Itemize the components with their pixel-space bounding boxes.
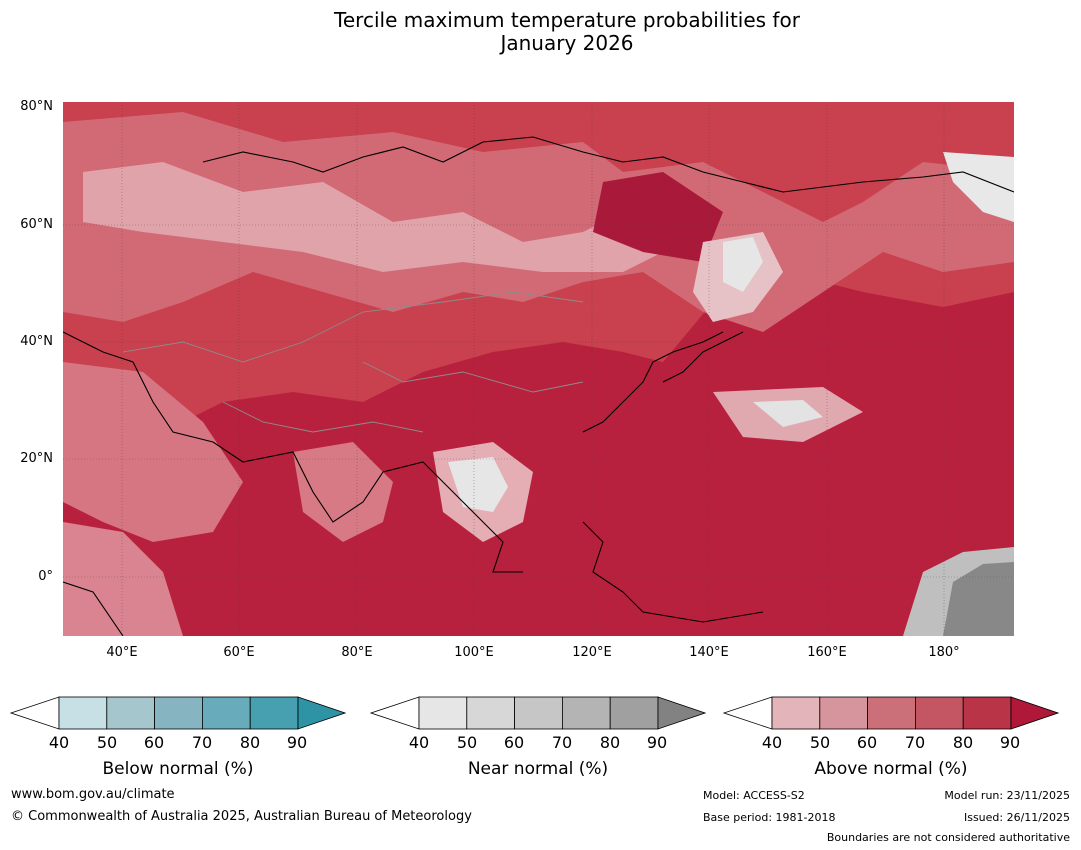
- colorbar-near: [370, 696, 706, 734]
- disclaimer-text: Boundaries are not considered authoritat…: [826, 831, 1070, 844]
- colorbar-above-title: Above normal (%): [814, 759, 968, 779]
- below-colorbar-min-triangle: [10, 696, 60, 730]
- lon-label-160e: 160°E: [807, 645, 847, 660]
- near-tick-40: 40: [408, 733, 430, 752]
- map-title: Tercile maximum temperature probabilitie…: [0, 9, 1081, 55]
- below-colorbar-max-triangle: [297, 696, 346, 730]
- title-line-1: Tercile maximum temperature probabilitie…: [334, 8, 800, 32]
- above-tick-70: 70: [904, 733, 926, 752]
- below-tick-70: 70: [191, 733, 213, 752]
- map-region-south-pacific-dark: [943, 562, 1014, 636]
- below-colorbar-segment: [154, 696, 203, 730]
- below-tick-90: 90: [286, 733, 308, 752]
- lat-label-40n: 40°N: [20, 334, 53, 349]
- below-tick-40: 40: [48, 733, 70, 752]
- colorbar-below-graphic: [10, 696, 346, 730]
- near-tick-80: 80: [599, 733, 621, 752]
- lat-label-equator: 0°: [38, 569, 53, 584]
- lat-label-60n: 60°N: [20, 217, 53, 232]
- above-tick-40: 40: [761, 733, 783, 752]
- below-colorbar-segment: [58, 696, 108, 730]
- title-line-2: January 2026: [500, 31, 634, 55]
- lon-label-40e: 40°E: [106, 645, 138, 660]
- copyright-text: © Commonwealth of Australia 2025, Austra…: [11, 809, 472, 824]
- above-colorbar-min-triangle: [723, 696, 773, 730]
- probability-map: [63, 102, 1014, 636]
- colorbar-near-title: Near normal (%): [467, 759, 609, 779]
- map-region-indochina-near: [448, 457, 508, 512]
- colorbar-above: [723, 696, 1059, 734]
- lon-label-80e: 80°E: [341, 645, 373, 660]
- above-tick-80: 80: [952, 733, 974, 752]
- map-region-siberia-high: [593, 172, 723, 262]
- base-period-text: Base period: 1981-2018: [703, 811, 836, 824]
- near-colorbar-segment: [418, 696, 468, 730]
- below-tick-80: 80: [239, 733, 261, 752]
- coastlines: [63, 136, 1014, 636]
- near-colorbar-max-triangle: [657, 696, 706, 730]
- near-tick-50: 50: [456, 733, 478, 752]
- country-borders: [122, 291, 584, 433]
- below-colorbar-segment: [106, 696, 156, 730]
- lon-label-60e: 60°E: [223, 645, 255, 660]
- lon-label-140e: 140°E: [689, 645, 729, 660]
- lon-label-120e: 120°E: [572, 645, 612, 660]
- lon-label-100e: 100°E: [454, 645, 494, 660]
- near-colorbar-segment: [514, 696, 563, 730]
- map-region-middle-east: [63, 362, 243, 542]
- near-colorbar-segment: [466, 696, 516, 730]
- above-tick-90: 90: [999, 733, 1021, 752]
- colorbar-near-graphic: [370, 696, 706, 730]
- colorbar-below: [10, 696, 346, 734]
- above-colorbar-segment: [819, 696, 869, 730]
- map-region-pacific-near: [753, 400, 823, 427]
- near-colorbar-min-triangle: [370, 696, 420, 730]
- colorbar-below-title: Below normal (%): [102, 759, 254, 779]
- above-tick-60: 60: [856, 733, 878, 752]
- below-colorbar-segment: [249, 696, 299, 730]
- near-colorbar-segment: [609, 696, 659, 730]
- model-text: Model: ACCESS-S2: [703, 789, 805, 802]
- lon-label-180: 180°: [928, 645, 960, 660]
- above-colorbar-segment: [771, 696, 821, 730]
- map-region-north-eurasia-50: [83, 162, 683, 272]
- near-tick-60: 60: [503, 733, 525, 752]
- near-tick-70: 70: [551, 733, 573, 752]
- lat-label-20n: 20°N: [20, 451, 53, 466]
- website-link[interactable]: www.bom.gov.au/climate: [11, 787, 175, 802]
- map-region-africa: [63, 522, 183, 636]
- above-colorbar-segment: [962, 696, 1012, 730]
- below-tick-50: 50: [96, 733, 118, 752]
- colorbar-above-graphic: [723, 696, 1059, 730]
- map-region-chukotka-near: [943, 152, 1014, 222]
- below-tick-60: 60: [143, 733, 165, 752]
- issued-text: Issued: 26/11/2025: [963, 811, 1070, 824]
- near-colorbar-segment: [561, 696, 611, 730]
- map-canvas: [63, 102, 1014, 636]
- near-tick-90: 90: [646, 733, 668, 752]
- above-colorbar-segment: [914, 696, 964, 730]
- model-run-text: Model run: 23/11/2025: [944, 789, 1070, 802]
- map-region-india: [293, 442, 393, 542]
- above-colorbar-segment: [867, 696, 916, 730]
- above-tick-50: 50: [809, 733, 831, 752]
- below-colorbar-segment: [201, 696, 251, 730]
- lat-label-80n: 80°N: [20, 99, 53, 114]
- map-region-kamchatka-near: [723, 237, 763, 292]
- above-colorbar-max-triangle: [1010, 696, 1059, 730]
- graticule: [63, 102, 1014, 636]
